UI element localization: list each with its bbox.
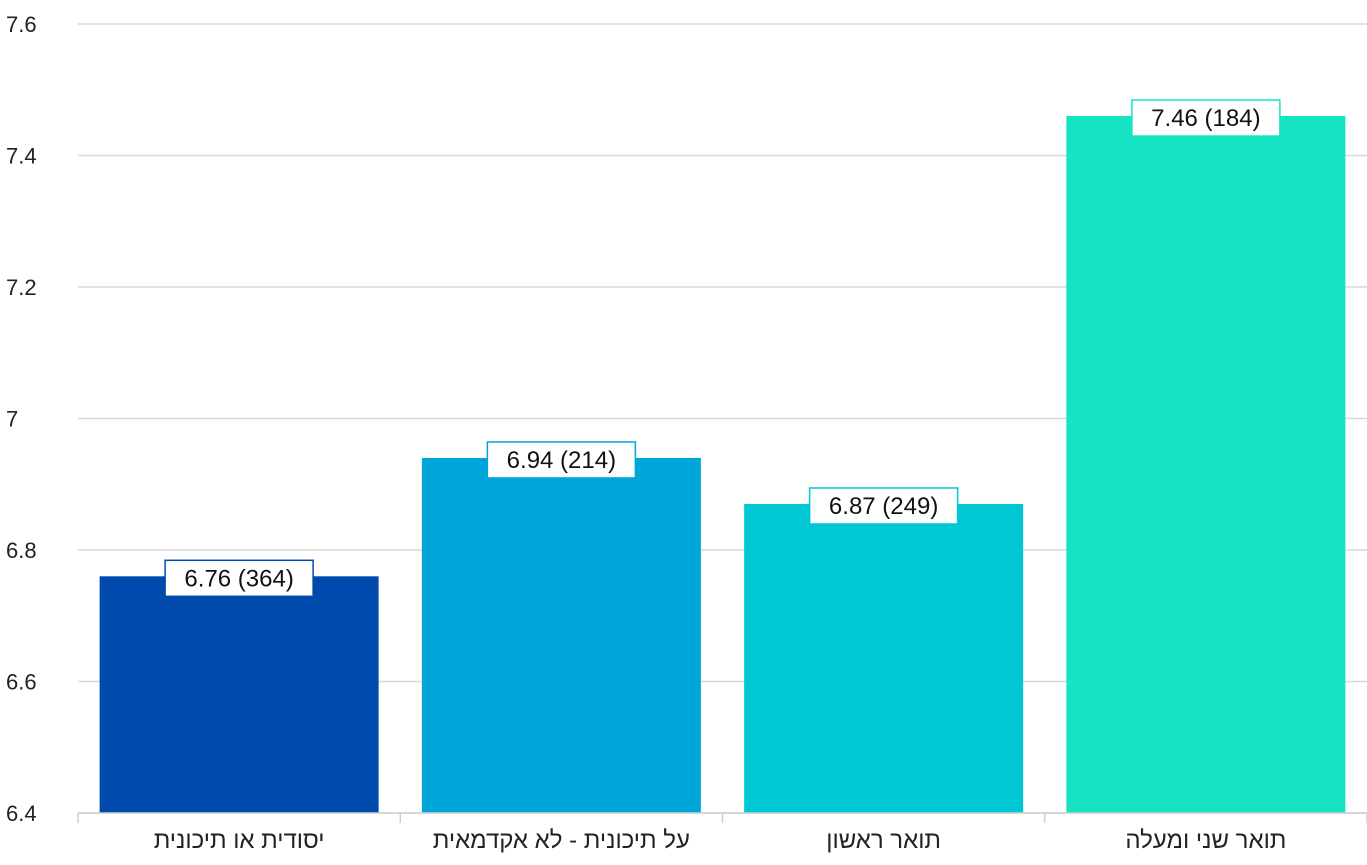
- data-label-box: [1131, 99, 1281, 137]
- y-tick-label: 7: [6, 407, 18, 432]
- data-labels: 6.76 (364) 6.94 (214) 6.87 (249) 7.46 (184): [164, 99, 1281, 598]
- y-tick-label: 7.2: [6, 275, 37, 300]
- bars: [99, 116, 1346, 814]
- bar: [1066, 116, 1346, 814]
- y-tick-label: 6.6: [6, 670, 37, 695]
- y-tick-label: 7.4: [6, 144, 37, 169]
- data-label-box: [164, 559, 314, 598]
- data-label: 6.87 (249): [829, 493, 938, 520]
- x-category-label: על תיכונית - לא אקדמאית: [433, 827, 690, 854]
- bar: [421, 457, 701, 813]
- bar: [744, 503, 1024, 813]
- bar: [99, 576, 379, 813]
- y-tick-label: 6.8: [6, 538, 37, 563]
- y-tick-label: 7.6: [6, 12, 37, 37]
- data-label: 7.46 (184): [1151, 105, 1260, 132]
- data-label: 6.76 (364): [184, 565, 293, 592]
- data-label-box: [486, 441, 637, 479]
- category-labels: יסודית או תיכונית על תיכונית - לא אקדמאית…: [154, 827, 1287, 854]
- y-axis-ticks: 6.4 6.6 6.8 7 7.2 7.4 7.6: [6, 12, 37, 826]
- x-category-label: תואר שני ומעלה: [1125, 827, 1286, 854]
- x-category-label: יסודית או תיכונית: [154, 827, 325, 854]
- y-tick-label: 6.4: [6, 801, 37, 826]
- data-label: 6.94 (214): [507, 447, 616, 474]
- x-category-label: תואר ראשון: [826, 827, 941, 854]
- x-axis: [77, 812, 1367, 823]
- data-label-box: [808, 487, 959, 525]
